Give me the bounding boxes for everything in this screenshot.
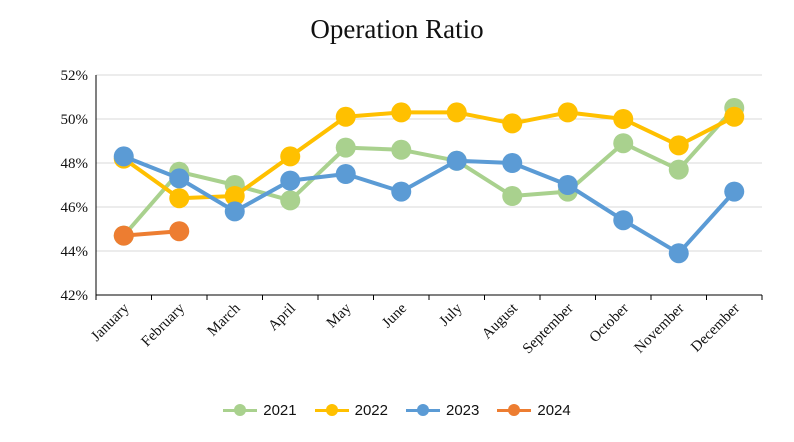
data-point	[280, 146, 301, 167]
data-point	[335, 164, 356, 184]
x-tick-label: January	[88, 300, 133, 345]
chart-title: Operation Ratio	[310, 14, 484, 44]
legend-item-2021: 2021	[223, 401, 297, 419]
legend-label: 2022	[354, 401, 388, 419]
y-tick-label: 48%	[61, 156, 89, 172]
data-point	[335, 137, 356, 158]
legend-swatch	[314, 404, 349, 416]
axes	[95, 75, 763, 300]
x-tick-label: February	[138, 300, 188, 350]
data-point	[113, 225, 134, 246]
x-tick-label: December	[688, 301, 743, 356]
data-point	[502, 113, 523, 134]
data-point	[613, 133, 634, 154]
x-tick-label: May	[324, 300, 355, 331]
data-point	[613, 109, 634, 129]
legend-swatch	[223, 404, 258, 416]
data-point	[668, 243, 689, 264]
x-tick-label: September	[520, 301, 577, 358]
data-point	[613, 210, 634, 231]
data-point	[280, 190, 301, 211]
data-point	[224, 201, 245, 222]
y-tick-label: 50%	[61, 112, 89, 128]
x-tick-label: June	[379, 300, 410, 331]
data-point	[169, 188, 190, 209]
gridlines	[96, 74, 762, 252]
series-line	[121, 154, 737, 256]
y-tick-label: 42%	[61, 288, 89, 304]
series-group	[113, 98, 745, 264]
legend-label: 2021	[263, 401, 297, 419]
data-point	[446, 102, 467, 123]
y-tick-label: 46%	[61, 200, 89, 216]
data-point	[391, 139, 412, 160]
data-point	[224, 186, 245, 206]
legend-swatch	[497, 404, 532, 416]
x-tick-label: April	[265, 301, 299, 335]
data-point	[113, 146, 134, 167]
x-tick-label: August	[479, 300, 522, 343]
data-point	[391, 102, 412, 123]
data-point	[169, 168, 190, 189]
legend-item-2023: 2023	[406, 402, 479, 419]
x-tick-label: July	[437, 300, 466, 329]
series-2024	[113, 221, 190, 246]
legend-swatch	[406, 404, 440, 416]
data-point	[557, 175, 578, 195]
x-tick-label: November	[631, 301, 687, 357]
series-2022	[113, 102, 745, 209]
data-point	[391, 181, 412, 202]
data-point	[280, 170, 301, 191]
data-point	[557, 102, 578, 123]
legend-item-2022: 2022	[314, 401, 388, 419]
series-2021	[113, 98, 745, 246]
legend-item-2024: 2024	[497, 401, 571, 419]
x-tick-label: October	[587, 301, 632, 346]
data-point	[724, 106, 745, 127]
x-tick-label: March	[205, 300, 244, 339]
y-tick-label: 52%	[61, 68, 89, 84]
legend: 2021 2022 2023 2024	[0, 398, 794, 422]
legend-label: 2023	[446, 401, 480, 419]
data-point	[668, 135, 689, 156]
y-tick-label: 44%	[61, 244, 89, 260]
data-point	[502, 153, 523, 173]
data-point	[724, 181, 745, 202]
data-point	[335, 106, 356, 127]
data-point	[502, 186, 523, 206]
data-point	[668, 159, 689, 180]
legend-label: 2024	[537, 401, 571, 419]
series-2023	[113, 146, 745, 264]
data-point	[446, 150, 467, 171]
data-point	[169, 221, 190, 242]
